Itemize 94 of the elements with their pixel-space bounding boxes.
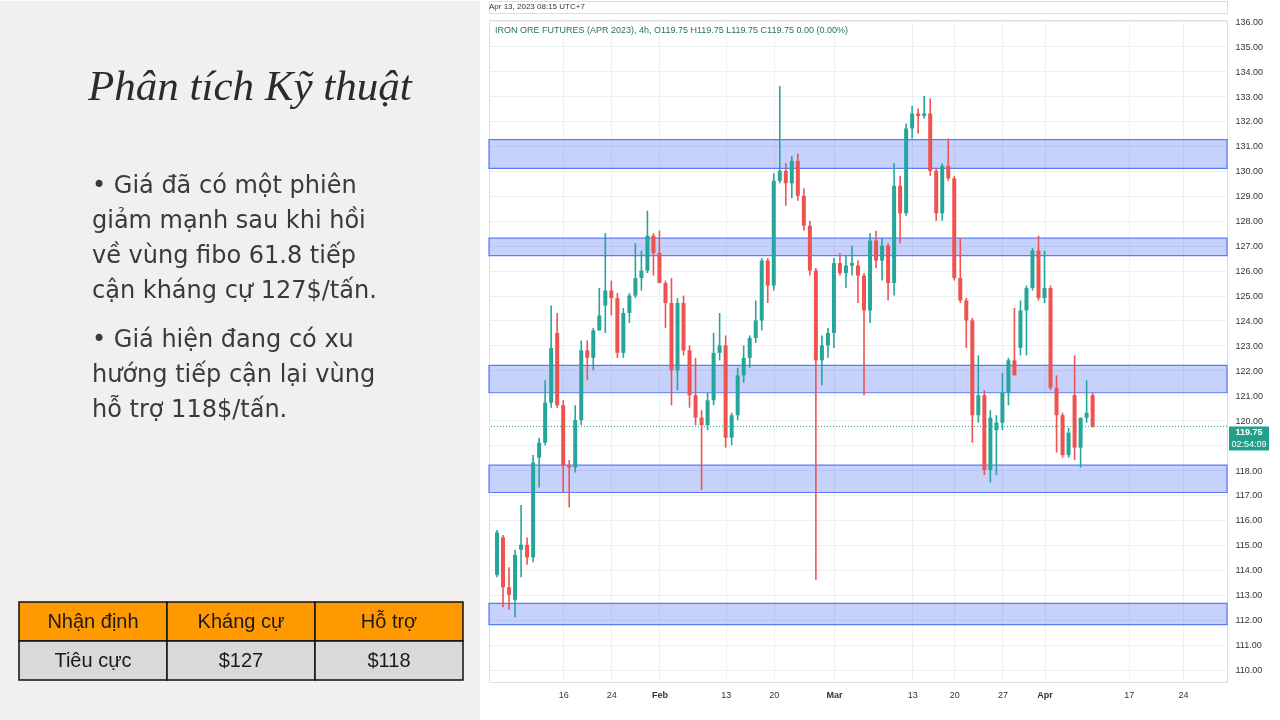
y-tick-label: 125.00 (1235, 291, 1264, 302)
candlestick (946, 137, 951, 182)
y-tick-label: 132.00 (1235, 116, 1264, 127)
candlestick (843, 254, 848, 289)
y-tick-label: 120.00 (1235, 415, 1264, 426)
text: $127 (218, 648, 264, 671)
x-tick-label: Feb (651, 689, 669, 700)
y-tick-label: 133.00 (1235, 91, 1264, 102)
text: Phân tích Kỹ thuật (87, 62, 413, 109)
text: Hỗ trợ (360, 609, 418, 632)
y-tick-label: 121.00 (1235, 390, 1264, 401)
y-tick-label: 122.00 (1235, 365, 1264, 376)
candlestick (525, 536, 530, 566)
text: Apr 13, 2023 08:15 UTC+7 (489, 2, 586, 11)
y-tick-label: 134.00 (1235, 66, 1264, 77)
candlestick (519, 504, 524, 579)
candlestick (783, 162, 788, 207)
candlestick (699, 409, 704, 491)
candlestick (880, 237, 885, 282)
candlestick (741, 344, 746, 384)
x-tick-label: Apr (1037, 689, 1054, 700)
y-tick-label: 126.00 (1235, 266, 1264, 277)
x-tick-label: 24 (1178, 689, 1189, 700)
text: • Giá đã có một phiên giảm mạnh sau khi hồi về vùng fibo 61.8 tiếp cận kháng cự 127$/tấn. (92, 170, 377, 304)
candlestick (849, 244, 854, 277)
candlestick (609, 279, 614, 317)
text: $118 (367, 648, 411, 671)
text: Nhận định (47, 609, 139, 632)
candlestick (819, 334, 824, 387)
text: Kháng cự (197, 609, 285, 632)
text: • Giá hiện đang có xu hướng tiếp cận lại vùng hỗ trợ 118$/tấn. (92, 324, 376, 423)
candlestick (651, 232, 656, 277)
candlestick (585, 339, 590, 382)
x-tick-label: 16 (558, 689, 569, 700)
x-tick-label: 20 (769, 689, 780, 700)
x-tick-label: 24 (606, 689, 617, 700)
candlestick (910, 105, 915, 140)
candlestick (964, 297, 969, 349)
text: IRON ORE FUTURES (APR 2023), 4h, O119.75 H119.75 L119.75 C119.75 0.00 (0.00%) (495, 25, 849, 35)
text: 02:54:09 (1231, 439, 1267, 450)
y-tick-label: 118.00 (1235, 465, 1263, 476)
candlestick (567, 459, 572, 509)
y-tick-label: 130.00 (1235, 166, 1264, 177)
candlestick (825, 327, 830, 359)
candlestick (837, 252, 842, 277)
candlestick (729, 411, 734, 446)
candlestick (976, 354, 981, 424)
candlestick (1084, 379, 1089, 424)
candlestick (1012, 307, 1017, 377)
y-tick-label: 112.00 (1235, 615, 1263, 626)
candlestick (597, 287, 602, 332)
candlestick (777, 85, 782, 185)
x-tick-label: 13 (907, 689, 918, 700)
candlestick (717, 312, 722, 362)
candlestick (1042, 249, 1047, 304)
y-tick-label: 110.00 (1235, 665, 1263, 676)
y-tick-label: 116.00 (1235, 515, 1263, 526)
y-tick-label: 136.00 (1235, 16, 1264, 27)
candlestick (507, 566, 512, 611)
y-tick-label: 117.00 (1235, 490, 1263, 501)
candlestick (789, 155, 794, 200)
text: Tiêu cực (54, 648, 132, 671)
x-tick-label: 27 (997, 689, 1008, 700)
candlestick (747, 334, 752, 369)
candlestick (663, 279, 668, 329)
candlestick (1066, 426, 1071, 459)
candlestick (856, 259, 860, 304)
y-tick-label: 129.00 (1235, 191, 1264, 202)
candlestick (627, 292, 632, 324)
y-tick-label: 127.00 (1235, 241, 1264, 252)
candlestick (603, 232, 608, 334)
x-tick-label: 20 (949, 689, 960, 700)
candlestick (633, 242, 638, 299)
candlestick (639, 249, 644, 292)
candlestick (874, 229, 879, 269)
y-tick-label: 114.00 (1235, 565, 1263, 576)
y-tick-label: 128.00 (1235, 216, 1264, 227)
x-tick-label: 17 (1124, 689, 1135, 700)
y-tick-label: 113.00 (1235, 590, 1263, 601)
y-tick-label: 123.00 (1235, 340, 1264, 351)
y-tick-label: 111.00 (1235, 640, 1262, 651)
candlestick (693, 357, 698, 426)
x-tick-label: 13 (721, 689, 732, 700)
candlestick (958, 237, 963, 304)
ref-line-label: 119.75 (1235, 427, 1263, 438)
y-tick-label: 131.00 (1235, 141, 1264, 152)
y-tick-label: 115.00 (1235, 540, 1263, 551)
x-tick-label: Mar (826, 689, 843, 700)
candlestick (1024, 284, 1029, 357)
candlestick (537, 436, 542, 489)
candlestick (753, 299, 758, 344)
y-tick-label: 135.00 (1235, 41, 1264, 52)
y-tick-label: 124.00 (1235, 315, 1264, 326)
candlestick (994, 414, 999, 476)
